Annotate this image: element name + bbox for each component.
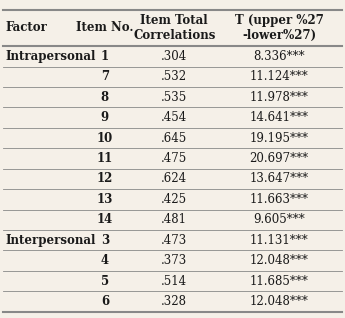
Text: Item No.: Item No.	[76, 21, 134, 34]
Text: 12.048***: 12.048***	[249, 254, 308, 267]
Text: .481: .481	[161, 213, 187, 226]
Text: 11.131***: 11.131***	[250, 234, 308, 247]
Text: 20.697***: 20.697***	[249, 152, 308, 165]
Text: Item Total
Correlations: Item Total Correlations	[133, 14, 215, 42]
Text: .624: .624	[161, 172, 187, 185]
Text: 11.978***: 11.978***	[249, 91, 308, 104]
Text: 9.605***: 9.605***	[253, 213, 305, 226]
Text: 11: 11	[97, 152, 113, 165]
Text: 11.685***: 11.685***	[249, 274, 308, 287]
Text: .514: .514	[161, 274, 187, 287]
Text: 6: 6	[101, 295, 109, 308]
Text: 4: 4	[101, 254, 109, 267]
Text: 7: 7	[101, 70, 109, 83]
Text: 8.336***: 8.336***	[253, 50, 305, 63]
Text: 12.048***: 12.048***	[249, 295, 308, 308]
Text: 9: 9	[101, 111, 109, 124]
Text: 8: 8	[101, 91, 109, 104]
Text: .373: .373	[161, 254, 187, 267]
Text: .535: .535	[161, 91, 187, 104]
Text: .473: .473	[161, 234, 187, 247]
Text: 13.647***: 13.647***	[249, 172, 308, 185]
Text: 11.124***: 11.124***	[250, 70, 308, 83]
Text: 14: 14	[97, 213, 113, 226]
Text: .532: .532	[161, 70, 187, 83]
Text: 10: 10	[97, 132, 113, 144]
Text: 1: 1	[101, 50, 109, 63]
Text: Interpersonal: Interpersonal	[5, 234, 96, 247]
Text: .304: .304	[161, 50, 187, 63]
Text: 5: 5	[101, 274, 109, 287]
Text: .425: .425	[161, 193, 187, 206]
Text: 3: 3	[101, 234, 109, 247]
Text: .454: .454	[161, 111, 187, 124]
Text: .645: .645	[161, 132, 187, 144]
Text: 14.641***: 14.641***	[249, 111, 308, 124]
Text: .328: .328	[161, 295, 187, 308]
Text: .475: .475	[161, 152, 187, 165]
Text: Factor: Factor	[5, 21, 47, 34]
Text: 11.663***: 11.663***	[249, 193, 308, 206]
Text: 12: 12	[97, 172, 113, 185]
Text: Intrapersonal: Intrapersonal	[5, 50, 96, 63]
Text: 13: 13	[97, 193, 113, 206]
Text: 19.195***: 19.195***	[249, 132, 308, 144]
Text: T (upper %27
-lower%27): T (upper %27 -lower%27)	[235, 14, 324, 42]
